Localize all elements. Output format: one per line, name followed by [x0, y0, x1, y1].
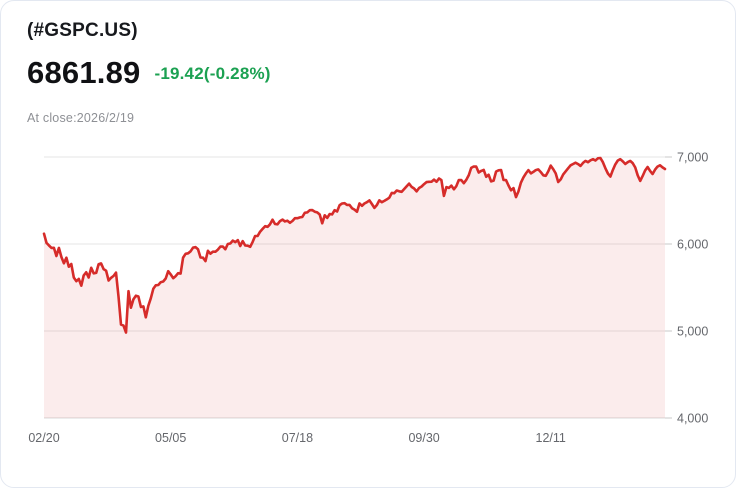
last-price: 6861.89 — [27, 55, 141, 90]
price-chart[interactable]: 7,000 6,000 5,000 4,000 02/20 05/05 07/18 09/30… — [1, 141, 736, 461]
y-axis-label: 4,000 — [677, 412, 708, 426]
y-axis-label: 6,000 — [677, 238, 708, 252]
x-axis-label: 07/18 — [282, 431, 313, 445]
x-axis-label: 02/20 — [28, 431, 59, 445]
x-axis-label: 05/05 — [155, 431, 186, 445]
x-axis-label: 12/11 — [536, 431, 566, 445]
price-change: -19.42(-0.28%) — [154, 64, 271, 83]
area-fill — [44, 158, 665, 418]
symbol-title: (#GSPC.US) — [27, 20, 138, 41]
y-axis-label: 5,000 — [677, 325, 708, 339]
price-row: 6861.89 -19.42(-0.28%) — [27, 55, 271, 91]
price-line — [42, 156, 667, 334]
x-axis-label: 09/30 — [408, 431, 439, 445]
y-axis-label: 7,000 — [677, 151, 708, 165]
chart-area: 7,000 6,000 5,000 4,000 02/20 05/05 07/18 09/30… — [1, 141, 736, 461]
as-of-timestamp: At close:2026/2/19 — [27, 111, 135, 125]
